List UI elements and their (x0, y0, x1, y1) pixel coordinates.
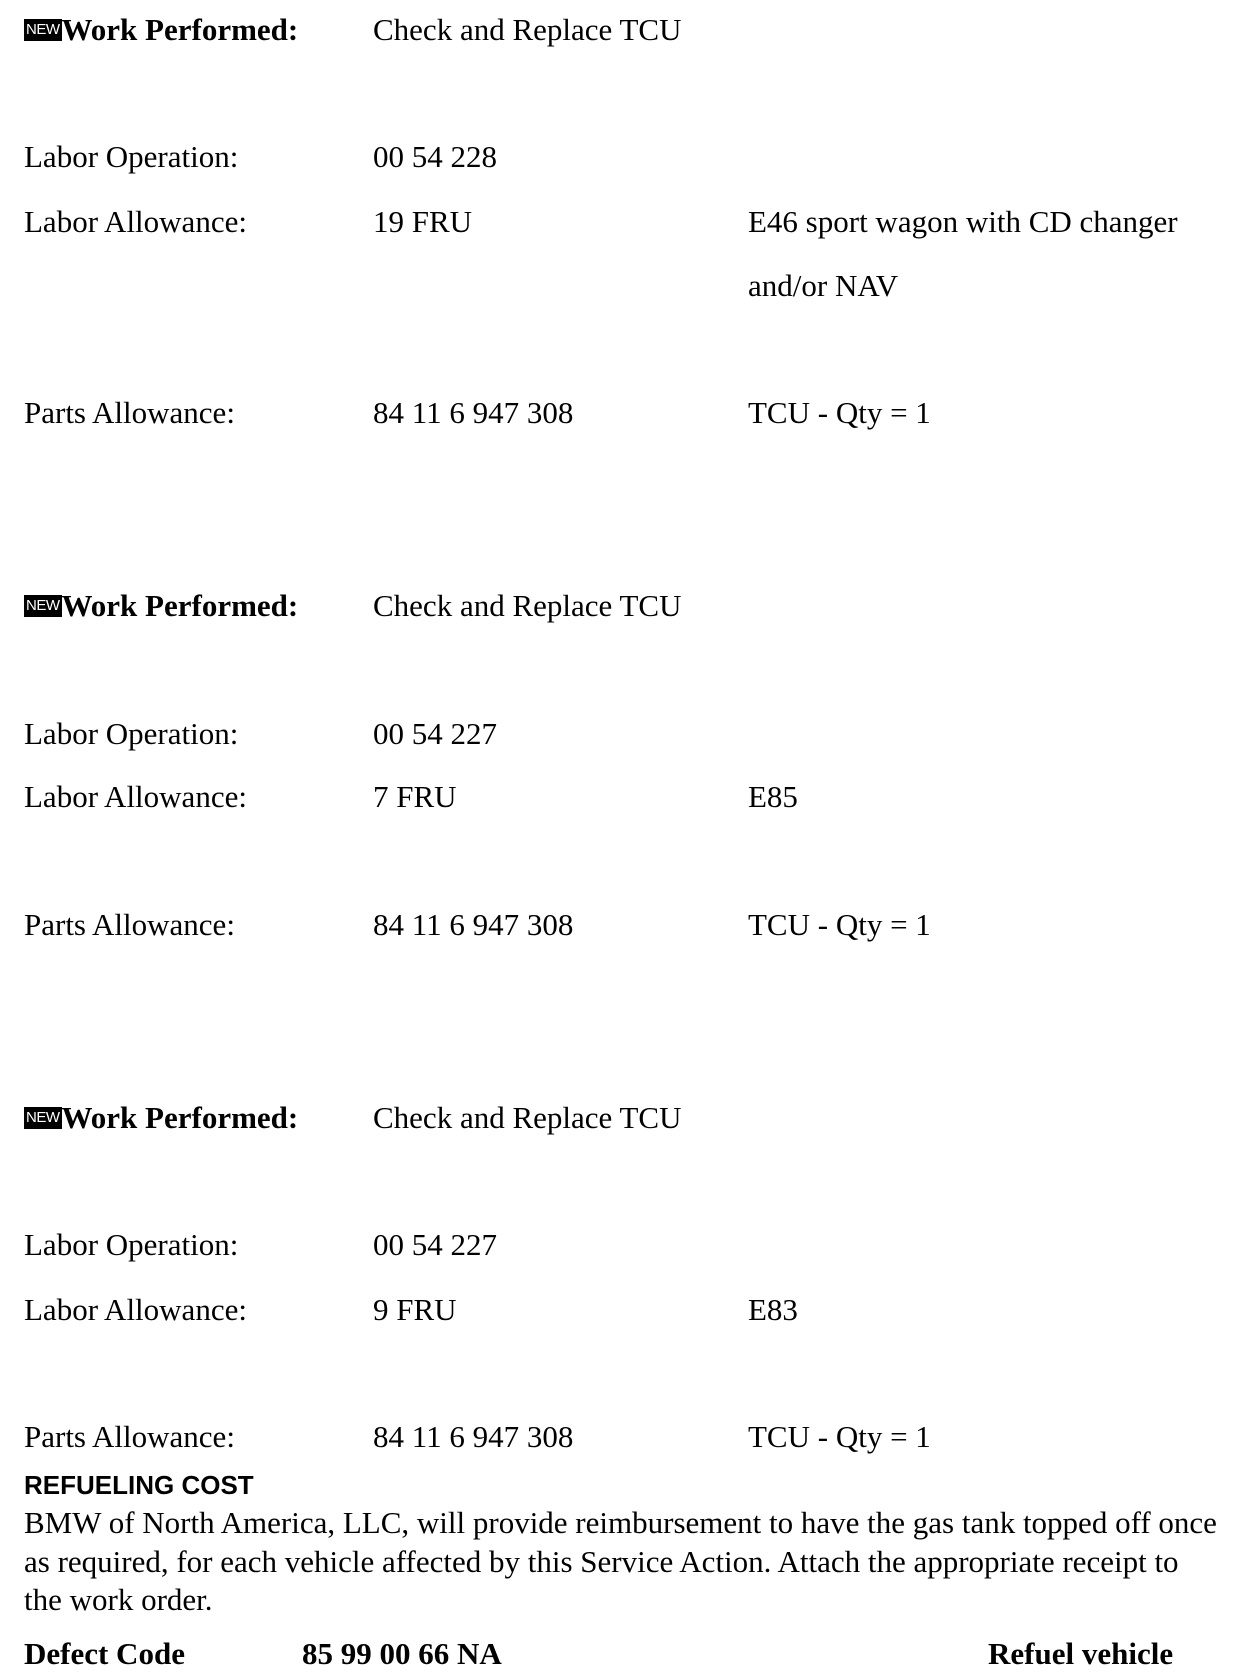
labor-allowance-row: Labor Allowance: 9 FRU E83 (0, 1290, 1248, 1330)
defect-code-row: Defect Code 85 99 00 66 NA Refuel vehicl… (0, 1634, 1248, 1674)
defect-code-description: Refuel vehicle (988, 1636, 1174, 1671)
parts-allowance-value: 84 11 6 947 308 (373, 395, 574, 430)
labor-allowance-value: 9 FRU (373, 1292, 457, 1327)
new-badge: NEW (24, 595, 62, 617)
parts-allowance-note: TCU - Qty = 1 (748, 907, 931, 942)
work-performed-row: NEWWork Performed: Check and Replace TCU (0, 10, 1248, 50)
defect-code-label: Defect Code (24, 1636, 185, 1671)
labor-allowance-note-row: and/or NAV (0, 266, 1248, 306)
labor-operation-label: Labor Operation: (24, 716, 239, 751)
labor-operation-value: 00 54 227 (373, 716, 497, 751)
labor-allowance-label: Labor Allowance: (24, 1292, 247, 1327)
labor-allowance-value: 19 FRU (373, 204, 473, 239)
labor-allowance-row: Labor Allowance: 7 FRU E85 (0, 777, 1248, 817)
work-performed-value: Check and Replace TCU (373, 588, 682, 623)
parts-allowance-row: Parts Allowance: 84 11 6 947 308 TCU - Q… (0, 905, 1248, 945)
labor-allowance-row: Labor Allowance: 19 FRU E46 sport wagon … (0, 202, 1248, 242)
work-performed-row: NEWWork Performed: Check and Replace TCU (0, 1098, 1248, 1138)
labor-operation-label: Labor Operation: (24, 139, 239, 174)
parts-allowance-row: Parts Allowance: 84 11 6 947 308 TCU - Q… (0, 1417, 1248, 1457)
new-badge: NEW (24, 19, 62, 41)
refueling-body: BMW of North America, LLC, will provide … (24, 1505, 1217, 1617)
work-performed-row: NEWWork Performed: Check and Replace TCU (0, 586, 1248, 626)
labor-operation-label: Labor Operation: (24, 1227, 239, 1262)
parts-allowance-row: Parts Allowance: 84 11 6 947 308 TCU - Q… (0, 393, 1248, 433)
work-performed-label: Work Performed: (61, 588, 299, 623)
labor-operation-row: Labor Operation: 00 54 228 (0, 137, 1248, 177)
work-performed-label: Work Performed: (61, 12, 299, 47)
parts-allowance-note: TCU - Qty = 1 (748, 1419, 931, 1454)
labor-allowance-note-cont: and/or NAV (748, 268, 899, 303)
parts-allowance-label: Parts Allowance: (24, 907, 235, 942)
parts-allowance-label: Parts Allowance: (24, 1419, 235, 1454)
work-performed-label: Work Performed: (61, 1100, 299, 1135)
labor-allowance-note: E46 sport wagon with CD changer (748, 204, 1178, 239)
labor-allowance-note: E85 (748, 779, 798, 814)
work-performed-value: Check and Replace TCU (373, 1100, 682, 1135)
parts-allowance-value: 84 11 6 947 308 (373, 1419, 574, 1454)
labor-allowance-value: 7 FRU (373, 779, 457, 814)
labor-allowance-label: Labor Allowance: (24, 204, 247, 239)
labor-operation-value: 00 54 228 (373, 139, 497, 174)
refueling-heading: REFUELING COST (24, 1470, 254, 1500)
work-performed-value: Check and Replace TCU (373, 12, 682, 47)
defect-code-value: 85 99 00 66 NA (302, 1636, 502, 1671)
labor-allowance-label: Labor Allowance: (24, 779, 247, 814)
new-badge: NEW (24, 1107, 62, 1129)
labor-operation-row: Labor Operation: 00 54 227 (0, 1225, 1248, 1265)
parts-allowance-note: TCU - Qty = 1 (748, 395, 931, 430)
labor-allowance-note: E83 (748, 1292, 798, 1327)
parts-allowance-value: 84 11 6 947 308 (373, 907, 574, 942)
labor-operation-value: 00 54 227 (373, 1227, 497, 1262)
parts-allowance-label: Parts Allowance: (24, 395, 235, 430)
labor-operation-row: Labor Operation: 00 54 227 (0, 714, 1248, 754)
